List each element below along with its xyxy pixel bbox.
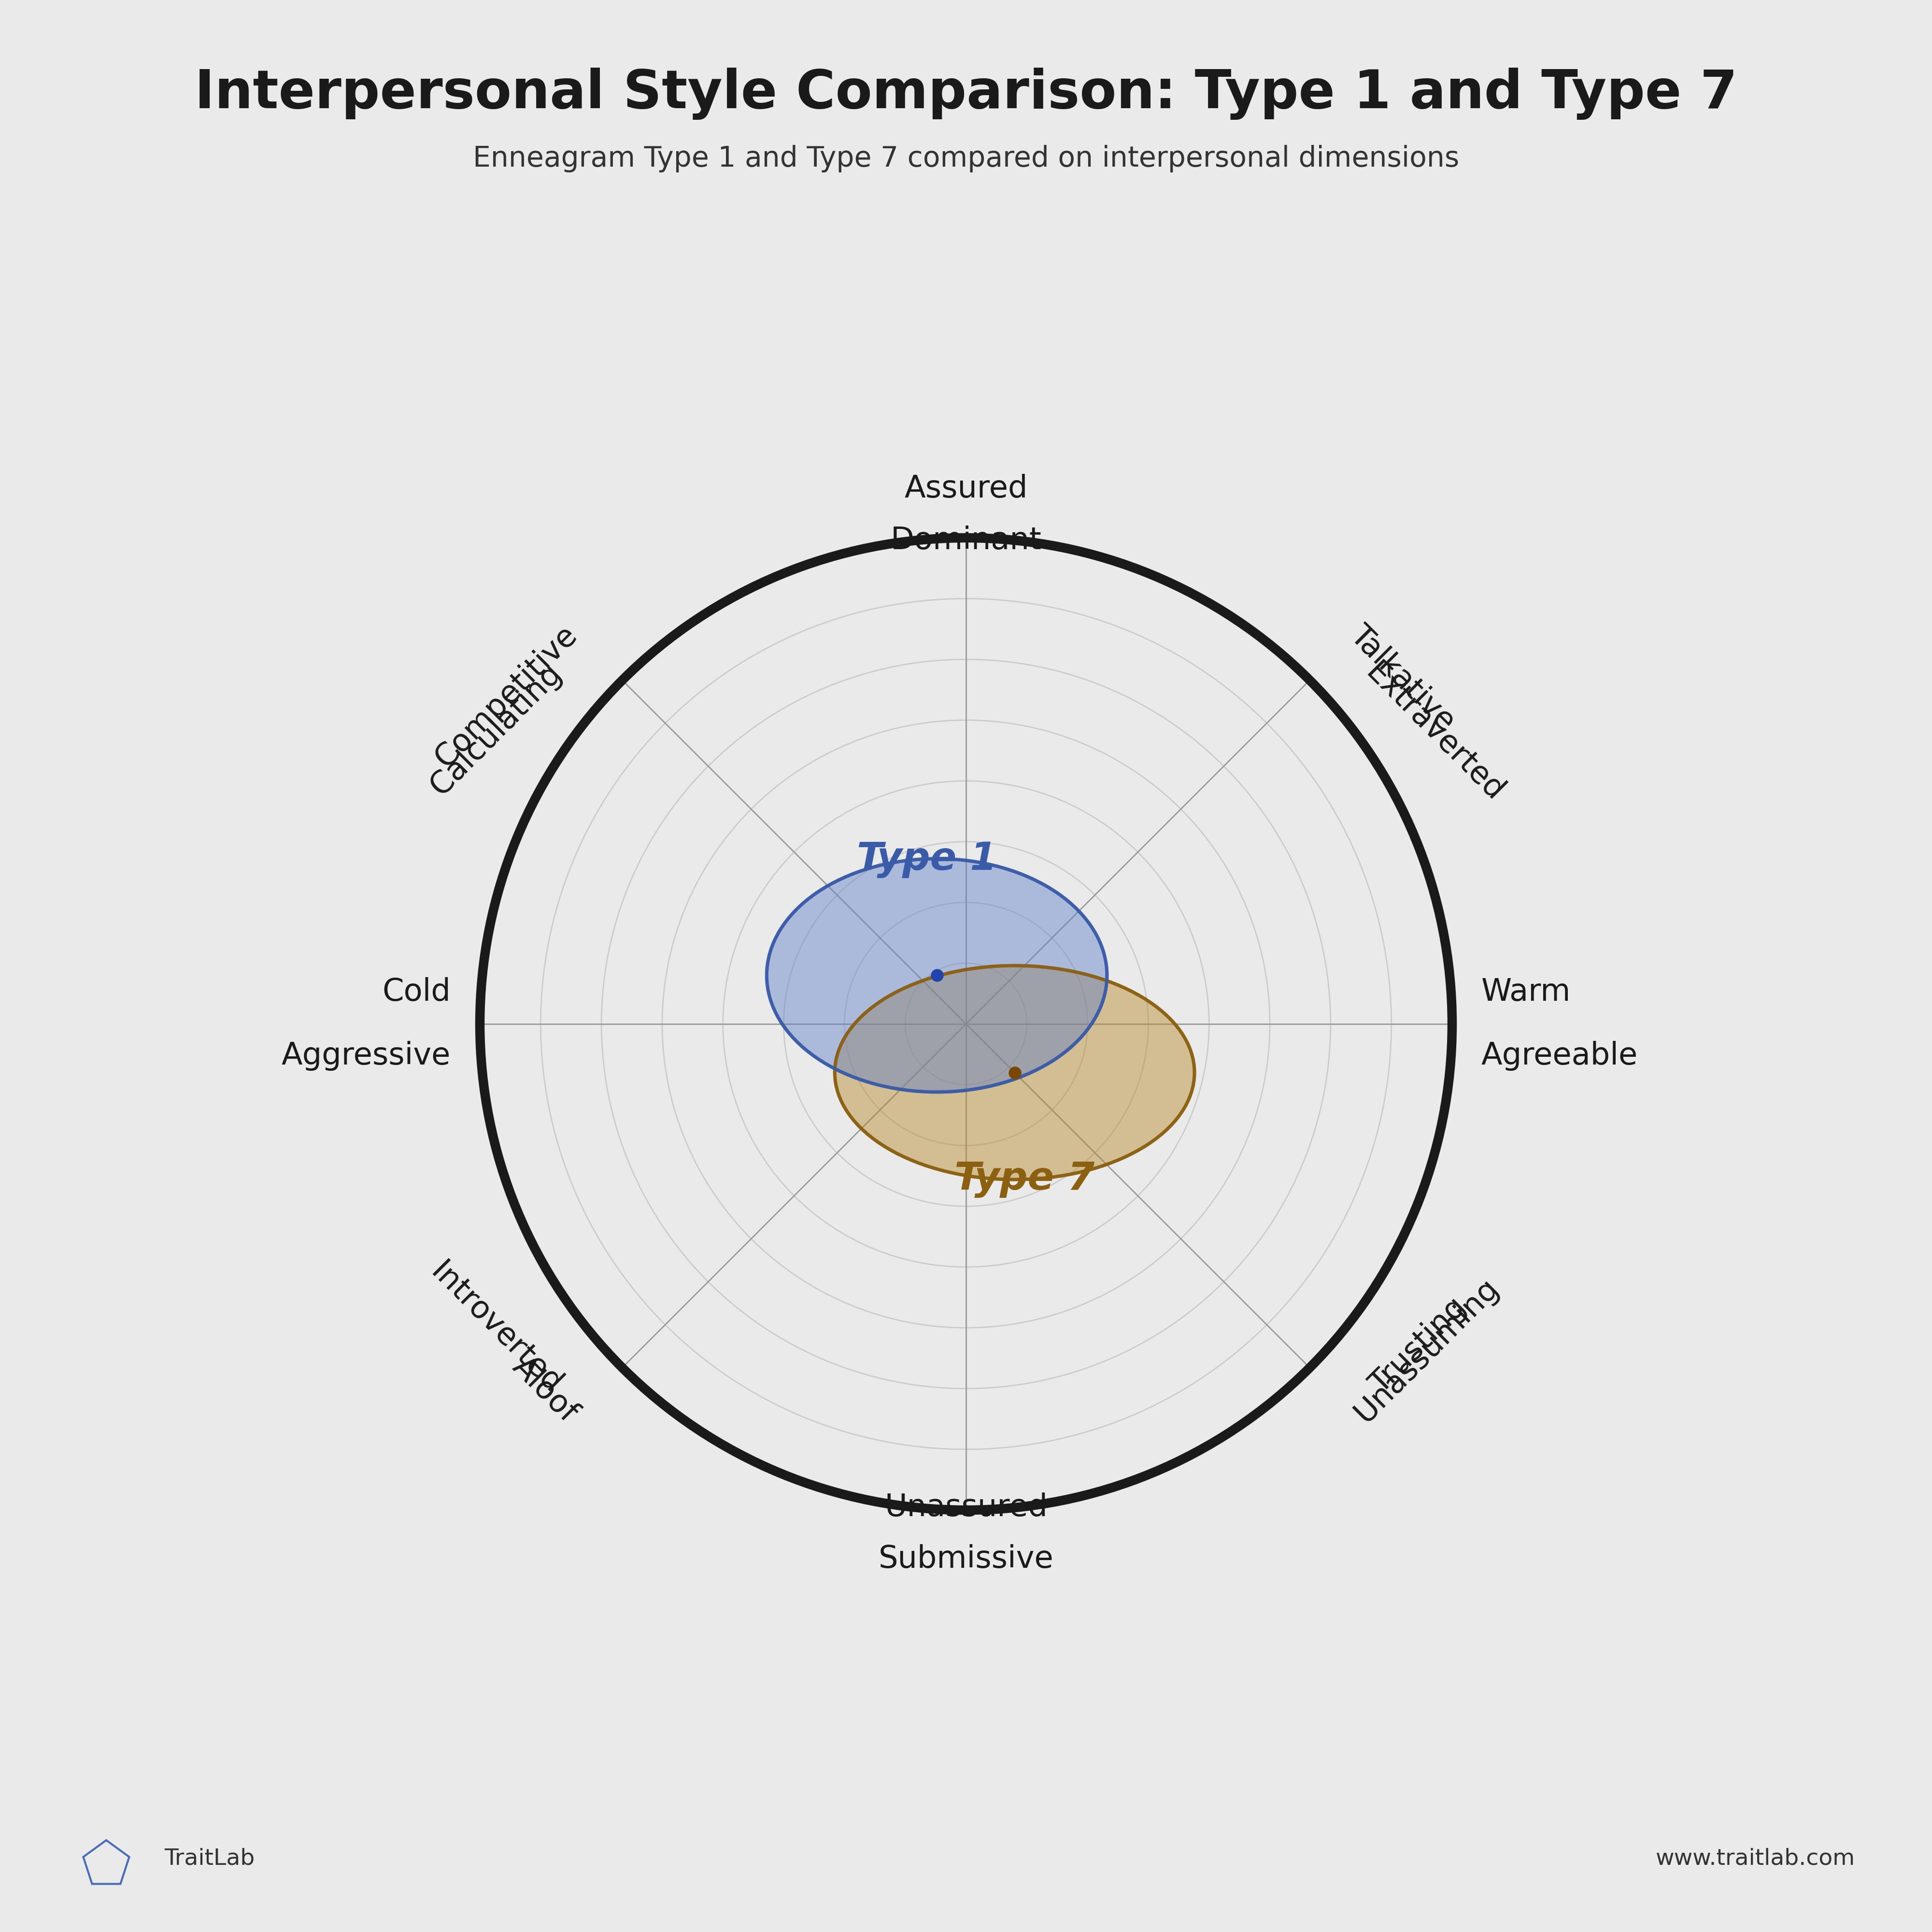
Text: Cold: Cold: [383, 978, 450, 1007]
Text: Talkative: Talkative: [1345, 620, 1461, 736]
Text: Interpersonal Style Comparison: Type 1 and Type 7: Interpersonal Style Comparison: Type 1 a…: [195, 68, 1737, 120]
Text: Type 1: Type 1: [858, 840, 997, 879]
Text: Unassured: Unassured: [885, 1492, 1047, 1522]
Text: Dominant: Dominant: [891, 526, 1041, 556]
Text: Agreeable: Agreeable: [1482, 1041, 1638, 1070]
Text: Aggressive: Aggressive: [282, 1041, 450, 1070]
Text: Unassuming: Unassuming: [1349, 1273, 1505, 1428]
Text: Trusting: Trusting: [1364, 1293, 1472, 1401]
Text: Calculating: Calculating: [425, 657, 568, 802]
Text: Competitive: Competitive: [429, 620, 583, 773]
Text: TraitLab: TraitLab: [164, 1847, 255, 1870]
Text: Submissive: Submissive: [879, 1544, 1053, 1575]
Text: Assured: Assured: [904, 473, 1028, 504]
Ellipse shape: [835, 966, 1194, 1180]
Text: Extraverted: Extraverted: [1360, 657, 1509, 808]
Text: Warm: Warm: [1482, 978, 1571, 1007]
Text: Enneagram Type 1 and Type 7 compared on interpersonal dimensions: Enneagram Type 1 and Type 7 compared on …: [473, 145, 1459, 172]
Text: www.traitlab.com: www.traitlab.com: [1656, 1847, 1855, 1870]
Text: Introverted: Introverted: [425, 1258, 568, 1401]
Text: Aloof: Aloof: [506, 1352, 583, 1428]
Text: Type 7: Type 7: [954, 1159, 1094, 1198]
Ellipse shape: [767, 858, 1107, 1092]
